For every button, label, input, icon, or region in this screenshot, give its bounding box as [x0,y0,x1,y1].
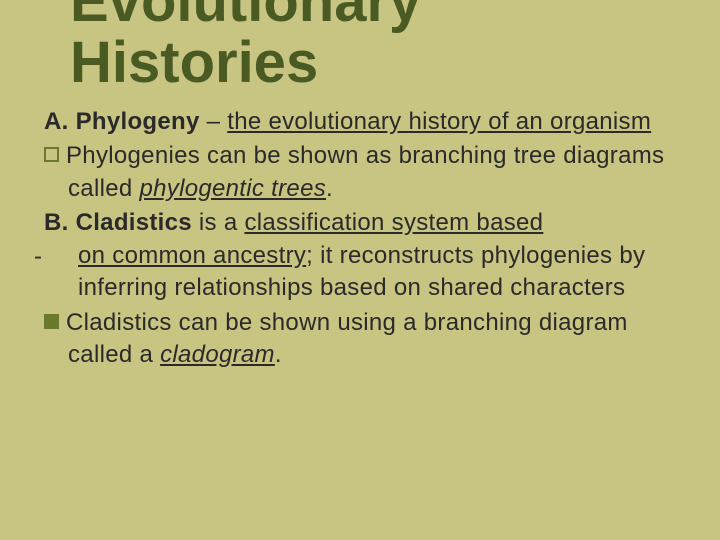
slide-title: Evolutionary Histories [0,0,720,94]
title-line-2: Histories [70,30,318,95]
item-a: A. Phylogeny – the evolutionary history … [30,106,688,138]
item-b-mid: is a [192,209,244,236]
item-b-cont-text: on common ancestry; it reconstructs phyl… [30,240,688,305]
item-a-sub: Phylogenies can be shown as branching tr… [30,140,688,205]
item-a-sub-term: phylogentic trees [139,175,326,202]
item-b-def-part1: classification system based [244,209,543,236]
item-b: B. Cladistics is a classification system… [30,207,688,239]
item-b-sub-text: Cladistics can be shown using a branchin… [66,309,628,368]
item-a-def: the evolutionary history of an organism [227,108,651,135]
hollow-square-icon [44,147,59,162]
dash-icon: - [34,243,42,270]
slide-body: A. Phylogeny – the evolutionary history … [0,94,720,372]
item-b-sub-after: . [275,341,282,368]
item-a-label: A. Phylogeny [44,108,200,135]
filled-square-icon [44,314,59,329]
item-b-label: B. Cladistics [44,209,192,236]
item-b-sub: Cladistics can be shown using a branchin… [30,307,688,372]
item-b-def-part2: on common ancestry [78,242,306,269]
item-b-sub-term: cladogram [160,341,275,368]
item-a-sep: – [200,108,228,135]
title-line-1: Evolutionary [70,0,421,34]
item-a-sub-after: . [326,175,333,202]
